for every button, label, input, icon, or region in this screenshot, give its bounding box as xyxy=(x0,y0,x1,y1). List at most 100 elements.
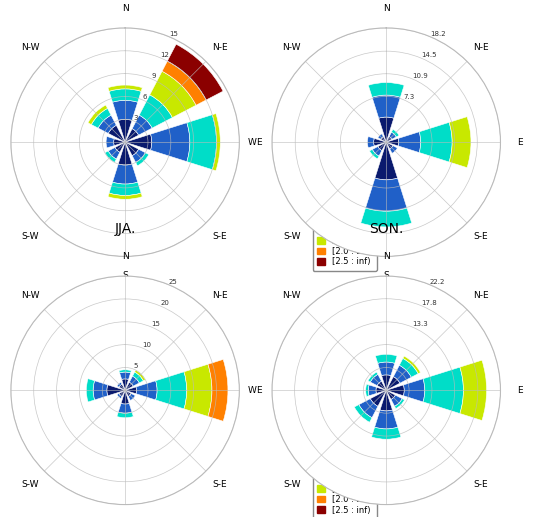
Bar xyxy=(119,390,125,397)
Bar xyxy=(122,379,128,390)
Bar xyxy=(115,142,125,153)
Bar xyxy=(404,379,425,402)
Bar xyxy=(419,123,452,162)
Bar xyxy=(139,95,172,128)
Bar xyxy=(150,71,196,117)
Bar xyxy=(106,136,114,148)
Bar xyxy=(372,427,401,439)
Bar xyxy=(377,381,386,390)
Bar xyxy=(129,376,139,386)
Bar xyxy=(135,153,149,166)
Bar xyxy=(375,410,398,429)
Bar xyxy=(119,384,125,390)
Bar xyxy=(128,393,135,401)
Bar xyxy=(117,382,122,387)
Title: JJA.: JJA. xyxy=(114,222,136,236)
Bar xyxy=(389,132,396,139)
Bar xyxy=(108,193,143,199)
Bar xyxy=(125,134,152,150)
Bar xyxy=(119,370,131,373)
Bar xyxy=(380,390,392,411)
Bar xyxy=(151,123,190,162)
Bar xyxy=(392,129,399,137)
Bar xyxy=(394,399,405,408)
Bar xyxy=(105,151,116,162)
Bar xyxy=(391,395,402,406)
Bar xyxy=(117,412,133,418)
Bar xyxy=(372,95,400,118)
Bar xyxy=(386,139,399,146)
Bar xyxy=(125,129,139,142)
Bar xyxy=(212,114,220,171)
Bar xyxy=(361,208,412,227)
Title: SON.: SON. xyxy=(369,222,404,236)
Bar xyxy=(366,178,407,211)
Bar xyxy=(125,382,133,390)
Bar xyxy=(378,142,386,150)
Bar xyxy=(125,390,131,397)
Bar xyxy=(367,136,374,148)
Bar xyxy=(449,117,471,168)
Bar xyxy=(398,132,421,153)
Bar xyxy=(386,136,392,142)
Bar xyxy=(368,372,378,382)
Bar xyxy=(125,387,137,394)
Bar xyxy=(108,147,120,159)
Bar xyxy=(390,146,397,154)
Bar xyxy=(108,85,143,92)
Bar xyxy=(399,358,418,377)
Bar xyxy=(423,367,463,414)
Bar xyxy=(375,142,398,180)
Bar xyxy=(368,83,404,97)
Bar xyxy=(372,146,382,156)
Bar xyxy=(91,109,111,128)
Bar xyxy=(120,372,131,379)
Bar xyxy=(93,381,108,400)
Bar xyxy=(133,372,144,383)
Bar xyxy=(381,375,391,390)
Bar xyxy=(381,136,386,142)
Bar xyxy=(109,89,141,102)
Legend: [0.0 : 0.5), [0.5 : 1.0), [1.0 : 1.5), [1.5 : 2.0), [2.0 : 2.5), [2.5 : inf): [0.0 : 0.5), [0.5 : 1.0), [1.0 : 1.5), [… xyxy=(313,190,377,270)
Bar xyxy=(208,359,228,421)
Bar xyxy=(375,354,397,363)
Bar xyxy=(107,385,125,396)
Bar xyxy=(156,372,187,409)
Bar xyxy=(184,364,212,416)
Bar xyxy=(134,370,145,381)
Bar xyxy=(109,182,141,195)
Bar xyxy=(379,117,394,142)
Bar xyxy=(386,377,400,390)
Bar xyxy=(168,44,223,100)
Bar xyxy=(86,378,95,402)
Bar xyxy=(386,142,393,149)
Bar xyxy=(403,356,421,374)
Bar xyxy=(121,390,129,404)
Bar xyxy=(113,164,138,184)
Bar xyxy=(132,115,152,135)
Bar xyxy=(368,385,376,396)
Bar xyxy=(98,115,116,133)
Bar xyxy=(370,374,381,386)
Bar xyxy=(378,134,384,139)
Bar xyxy=(187,115,217,170)
Bar xyxy=(114,139,125,146)
Bar xyxy=(162,61,206,105)
Bar xyxy=(118,119,132,142)
Bar xyxy=(393,365,411,383)
Bar xyxy=(136,381,157,400)
Bar xyxy=(460,360,486,420)
Bar xyxy=(376,387,386,393)
Bar xyxy=(88,105,108,125)
Bar xyxy=(117,393,122,399)
Bar xyxy=(378,362,395,376)
Bar xyxy=(369,149,379,159)
Bar xyxy=(113,100,138,120)
Bar xyxy=(386,390,395,400)
Bar xyxy=(125,142,139,156)
Bar xyxy=(118,142,132,165)
Bar xyxy=(132,149,145,162)
Bar xyxy=(374,139,386,146)
Legend: [0.0 : 0.5), [0.5 : 1.0), [1.0 : 1.5), [1.5 : 2.0), [2.0 : 2.5), [2.5 : inf): [0.0 : 0.5), [0.5 : 1.0), [1.0 : 1.5), [… xyxy=(313,438,377,517)
Bar xyxy=(366,384,369,397)
